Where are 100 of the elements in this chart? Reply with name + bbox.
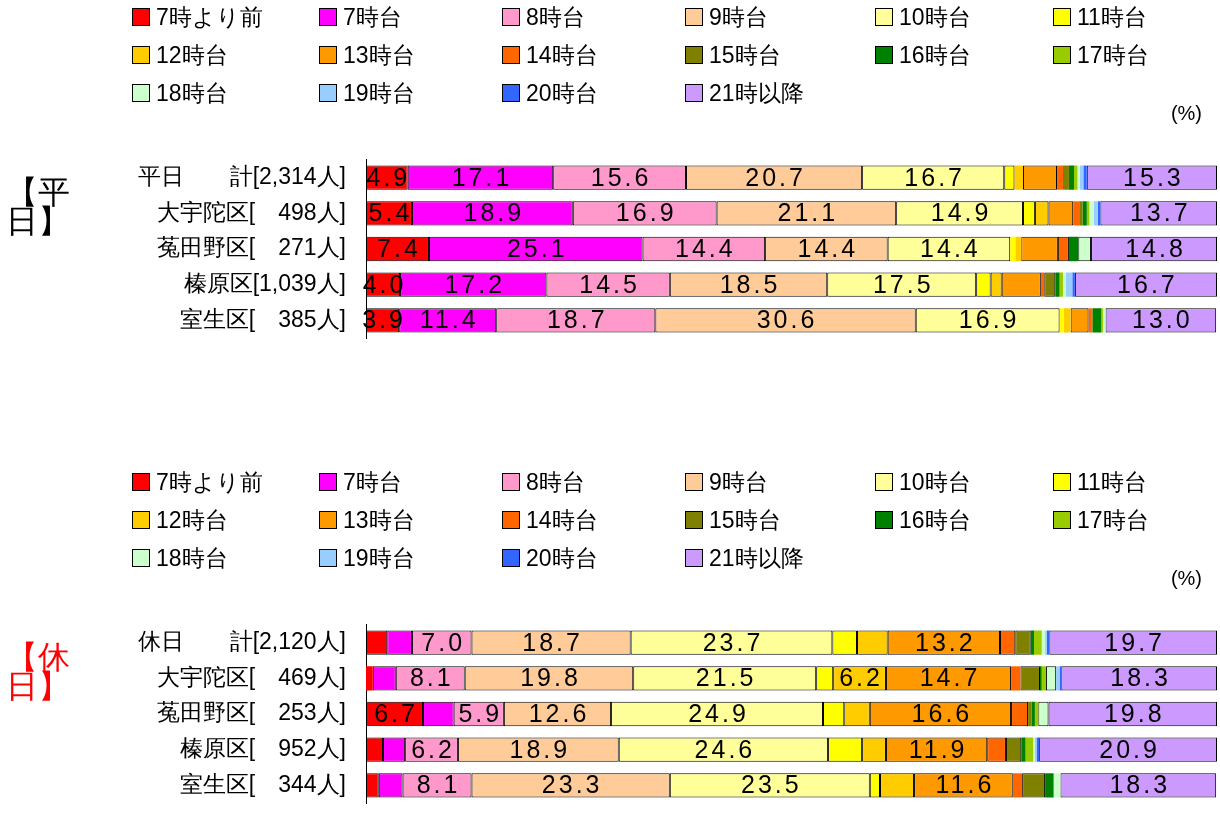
data-label: 15.3 — [1123, 162, 1184, 191]
data-label: 21.5 — [695, 663, 757, 692]
data-label: 18.7 — [546, 305, 608, 334]
data-label: 16.6 — [911, 698, 973, 727]
data-label: 24.6 — [694, 734, 756, 763]
data-label: 19.7 — [1104, 627, 1166, 656]
legend-label: 19時台 — [343, 543, 415, 573]
data-label: 18.9 — [509, 734, 571, 763]
data-label: 18.3 — [1110, 663, 1171, 692]
data-label: 19.8 — [1103, 698, 1165, 727]
data-label: 16.9 — [958, 305, 1020, 334]
data-label: 11.6 — [935, 770, 995, 799]
data-label: 14.4 — [920, 233, 981, 262]
legend-label: 11時台 — [1077, 467, 1147, 497]
data-label: 25.1 — [506, 233, 568, 262]
data-label: 4.9 — [366, 162, 411, 191]
data-label: 13.2 — [914, 627, 976, 656]
data-label: 17.1 — [451, 162, 513, 191]
legend-label: 14時台 — [526, 40, 598, 70]
legend-label: 8時台 — [526, 2, 585, 32]
data-label: 14.7 — [919, 663, 981, 692]
data-label: 14.5 — [579, 269, 640, 298]
legend-label: 20時台 — [526, 543, 598, 573]
legend-label: 13時台 — [343, 40, 415, 70]
data-label: 11.4 — [419, 305, 479, 334]
data-label: 18.3 — [1109, 770, 1171, 799]
legend-label: 11時台 — [1077, 2, 1147, 32]
data-label: 8.1 — [416, 770, 461, 799]
y-tick-label: 室生区[ 344人] — [179, 770, 346, 797]
data-label: 20.9 — [1099, 734, 1160, 763]
legend-label: 17時台 — [1077, 505, 1149, 535]
data-label: 21.1 — [777, 198, 839, 227]
data-label: 5.4 — [368, 198, 413, 227]
data-label: 12.6 — [528, 698, 590, 727]
data-label: 30.6 — [756, 305, 818, 334]
legend-label: 12時台 — [156, 40, 228, 70]
data-label: 14.8 — [1125, 233, 1186, 262]
legend-label: 10時台 — [899, 2, 971, 32]
legend-label: 20時台 — [526, 78, 598, 108]
legend-label: 18時台 — [156, 543, 228, 573]
legend-label: 10時台 — [899, 467, 971, 497]
data-label: 20.7 — [745, 162, 806, 191]
data-label: 5.9 — [458, 698, 503, 727]
data-label: 14.4 — [675, 233, 736, 262]
text: 【休日】 — [6, 639, 70, 704]
data-label: 23.5 — [740, 770, 802, 799]
data-label: 7.4 — [377, 233, 421, 262]
legend-label: 19時台 — [343, 78, 415, 108]
y-tick-label: 休日 計[2,120人] — [137, 627, 346, 654]
data-label: 18.7 — [522, 627, 583, 656]
legend-label: 9時台 — [709, 2, 768, 32]
legend-label: 18時台 — [156, 78, 228, 108]
data-label: 19.8 — [520, 663, 581, 692]
text: 【平日】 — [6, 174, 70, 239]
legend-label: 21時以降 — [709, 543, 804, 573]
data-label: 14.4 — [797, 233, 859, 262]
data-label: 18.5 — [719, 269, 781, 298]
legend-label: 15時台 — [709, 40, 781, 70]
legend-label: 7時より前 — [156, 2, 263, 32]
x-axis-title: (%) — [1170, 567, 1202, 590]
data-label: 16.7 — [1117, 269, 1178, 298]
data-label: 14.9 — [930, 198, 992, 227]
data-label: 13.7 — [1129, 198, 1191, 227]
legend-label: 8時台 — [526, 467, 585, 497]
legend-label: 7時台 — [343, 467, 402, 497]
data-label: 7.0 — [421, 627, 466, 656]
data-label: 17.5 — [872, 269, 934, 298]
y-tick-label: 榛原区[ 952人] — [179, 735, 346, 762]
y-tick-label: 大宇陀区[ 498人] — [156, 198, 346, 225]
data-label: 17.2 — [444, 269, 506, 298]
data-label: 16.7 — [904, 162, 966, 191]
legend-label: 17時台 — [1077, 40, 1149, 70]
data-label: 16.9 — [615, 198, 677, 227]
legend-label: 21時以降 — [709, 78, 804, 108]
y-tick-label: 菟田野区[ 253人] — [156, 699, 346, 726]
data-label: 6.2 — [411, 734, 455, 763]
legend-label: 9時台 — [709, 467, 768, 497]
y-tick-label: 平日 計[2,314人] — [137, 162, 346, 189]
legend-label: 13時台 — [343, 505, 415, 535]
legend-label: 7時台 — [343, 2, 402, 32]
legend-label: 16時台 — [899, 505, 971, 535]
data-label: 6.7 — [374, 698, 418, 727]
legend-label: 7時より前 — [156, 467, 263, 497]
data-label: 8.1 — [409, 663, 454, 692]
data-label: 11.9 — [908, 734, 968, 763]
x-axis-title: (%) — [1170, 102, 1202, 125]
data-label: 13.0 — [1132, 305, 1193, 334]
data-label: 6.2 — [839, 663, 883, 692]
y-tick-label: 菟田野区[ 271人] — [156, 234, 346, 261]
data-label: 24.9 — [688, 698, 749, 727]
y-tick-label: 榛原区[1,039人] — [183, 270, 346, 297]
data-label: 15.6 — [590, 162, 652, 191]
legend-label: 14時台 — [526, 505, 598, 535]
y-tick-label: 室生区[ 385人] — [179, 305, 346, 332]
legend-label: 16時台 — [899, 40, 971, 70]
legend-label: 15時台 — [709, 505, 781, 535]
data-label: 23.3 — [541, 770, 603, 799]
y-tick-label: 大宇陀区[ 469人] — [156, 663, 346, 690]
legend-label: 12時台 — [156, 505, 228, 535]
data-label: 23.7 — [702, 627, 764, 656]
